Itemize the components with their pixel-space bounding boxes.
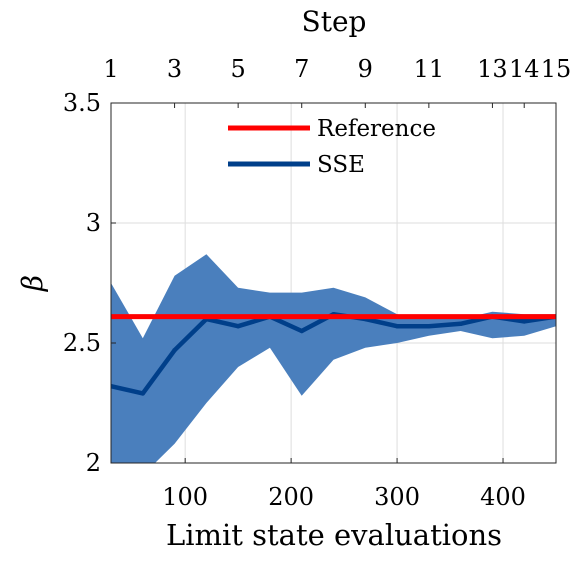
plot-frame [110, 102, 557, 464]
legend-reference-label: Reference [317, 116, 436, 142]
y-axis-title: β [16, 275, 49, 292]
sse-point [426, 324, 432, 329]
x-tick-label: 300 [374, 483, 420, 511]
top-tick-label: 5 [231, 55, 246, 83]
sse-point [235, 324, 241, 329]
x-tick-label: 200 [268, 483, 314, 511]
top-axis-title: Step [302, 5, 367, 38]
y-tick-label: 2 [86, 449, 101, 477]
confidence-band [111, 254, 556, 463]
sse-point [172, 348, 177, 353]
top-tick-label: 9 [358, 55, 373, 83]
sse-confidence-band [111, 254, 556, 463]
top-tick-label: 14 [509, 55, 540, 83]
x-tick-label: 100 [162, 483, 208, 511]
sse-point [140, 391, 145, 396]
legend-sse-label: SSE [317, 152, 365, 178]
sse-point [299, 328, 304, 334]
sse-point [111, 384, 114, 389]
y-tick-label: 3.5 [63, 89, 101, 117]
top-tick-label: 3 [167, 55, 182, 83]
y-tick-label: 3 [86, 209, 101, 237]
x-axis-title: Limit state evaluations [166, 518, 502, 552]
top-tick-label: 1 [103, 55, 118, 83]
top-tick-label: 15 [541, 55, 572, 83]
top-tick-label: 7 [294, 55, 309, 83]
x-tick-label: 400 [480, 483, 526, 511]
sse-point [522, 319, 527, 324]
top-tick-label: 11 [414, 55, 445, 83]
series-lines [111, 311, 556, 396]
sse-point [458, 321, 463, 326]
legend: Reference SSE [228, 116, 436, 178]
top-tick-label: 13 [477, 55, 508, 83]
y-tick-label: 2.5 [63, 329, 101, 357]
sse-point [394, 324, 400, 329]
